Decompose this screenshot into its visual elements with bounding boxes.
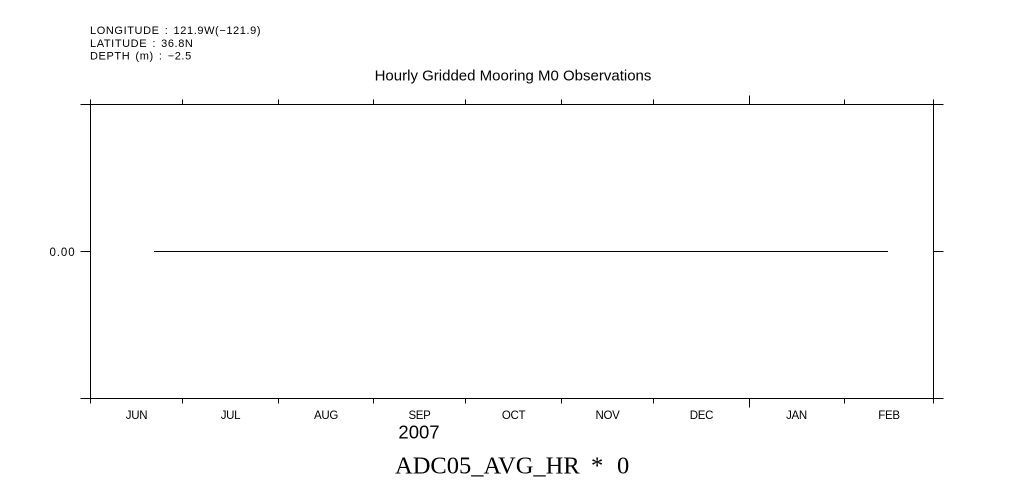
svg-text:FEB: FEB	[878, 410, 900, 422]
svg-text:JAN: JAN	[786, 410, 807, 422]
svg-text:ADC05_AVG_HR: ADC05_AVG_HR	[395, 453, 580, 480]
svg-text:0: 0	[617, 453, 629, 480]
svg-text:2007: 2007	[398, 422, 439, 443]
svg-text:AUG: AUG	[314, 410, 338, 422]
svg-text:LATITUDE : 36.8N: LATITUDE : 36.8N	[90, 38, 193, 50]
svg-text:JUN: JUN	[126, 410, 147, 422]
svg-text:DEPTH (m) : −2.5: DEPTH (m) : −2.5	[90, 51, 192, 63]
svg-text:Hourly Gridded Mooring M0 Obse: Hourly Gridded Mooring M0 Observations	[375, 68, 652, 85]
svg-text:0.00: 0.00	[50, 247, 76, 259]
svg-text:LONGITUDE : 121.9W(−121.9): LONGITUDE : 121.9W(−121.9)	[90, 25, 261, 37]
svg-text:*: *	[591, 453, 603, 480]
svg-text:OCT: OCT	[502, 410, 526, 422]
svg-text:NOV: NOV	[595, 410, 620, 422]
svg-text:JUL: JUL	[221, 410, 241, 422]
svg-text:SEP: SEP	[408, 410, 431, 422]
svg-text:DEC: DEC	[690, 410, 713, 422]
